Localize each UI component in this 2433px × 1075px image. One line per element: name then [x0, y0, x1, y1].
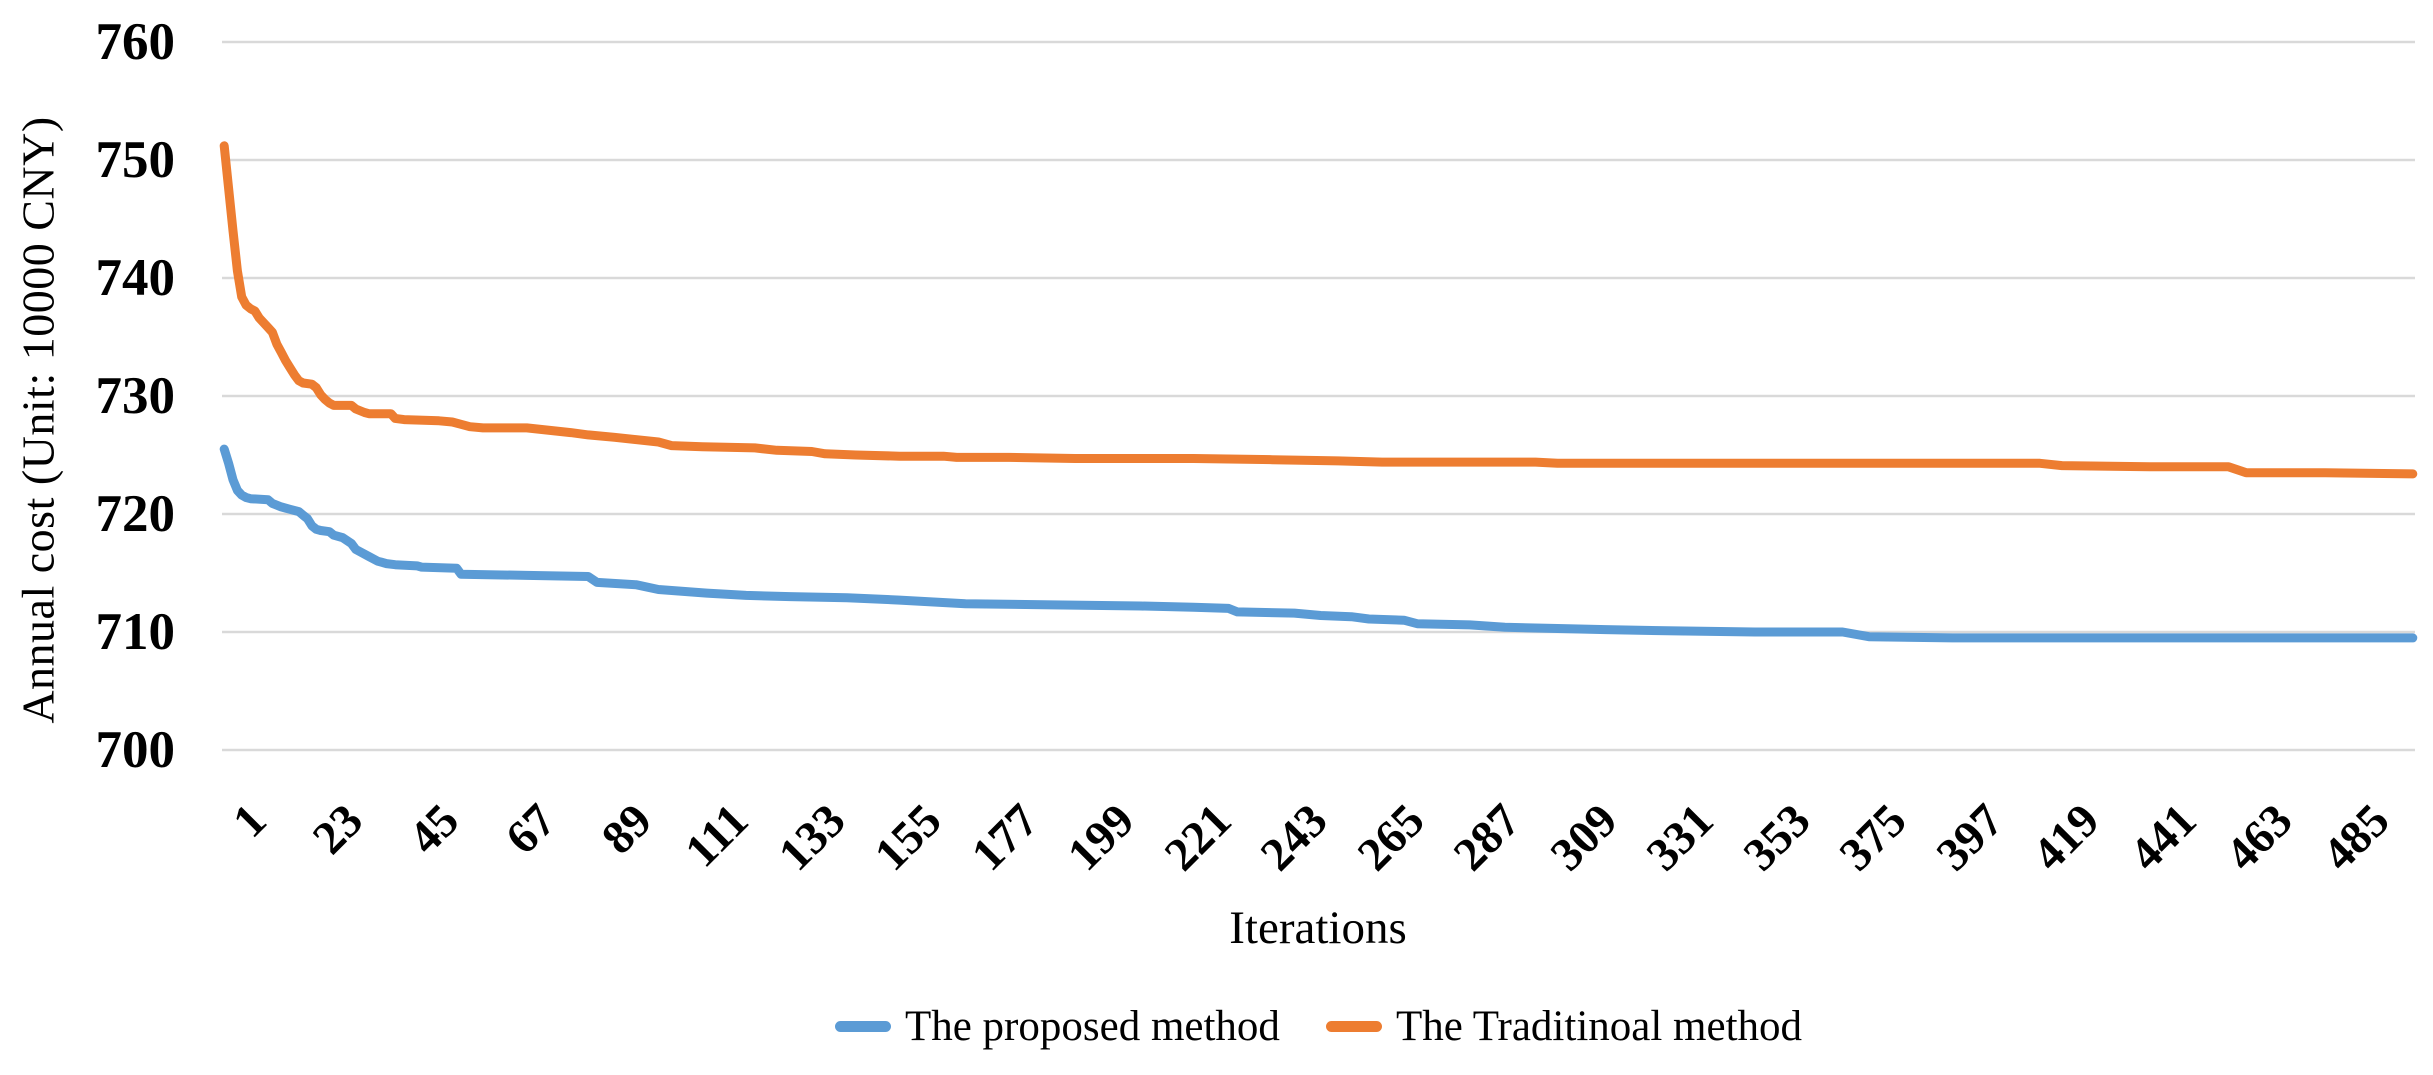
legend-item-proposed: The proposed method: [834, 1002, 1280, 1051]
legend-label-traditional: The Traditinoal method: [1395, 1003, 1803, 1050]
legend-swatch-proposed: [834, 1021, 891, 1032]
y-tick-label: 710: [95, 603, 176, 661]
y-tick-label: 740: [95, 249, 176, 307]
y-tick-label: 700: [95, 721, 176, 779]
legend-item-traditional: The Traditinoal method: [1325, 1002, 1803, 1051]
y-tick-label: 750: [95, 131, 176, 189]
series-line-proposed: [219, 444, 2418, 643]
legend: The proposed method The Traditinoal metho…: [222, 1002, 2415, 1051]
y-tick-label: 730: [95, 367, 176, 425]
y-tick-label: 760: [95, 13, 176, 71]
y-tick-label: 720: [95, 485, 176, 543]
legend-label-proposed: The proposed method: [904, 1003, 1280, 1050]
series-line-traditional: [219, 141, 2418, 479]
legend-swatch-traditional: [1325, 1021, 1382, 1032]
x-axis-title: Iterations: [1229, 902, 1407, 954]
